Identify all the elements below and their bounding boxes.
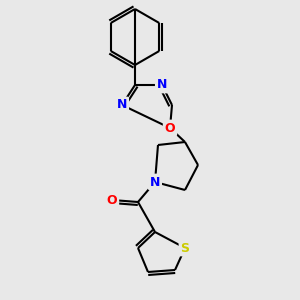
Text: N: N	[117, 98, 127, 112]
Text: O: O	[107, 194, 117, 206]
Text: O: O	[165, 122, 175, 134]
Text: S: S	[181, 242, 190, 254]
Text: N: N	[157, 79, 167, 92]
Text: N: N	[150, 176, 160, 188]
